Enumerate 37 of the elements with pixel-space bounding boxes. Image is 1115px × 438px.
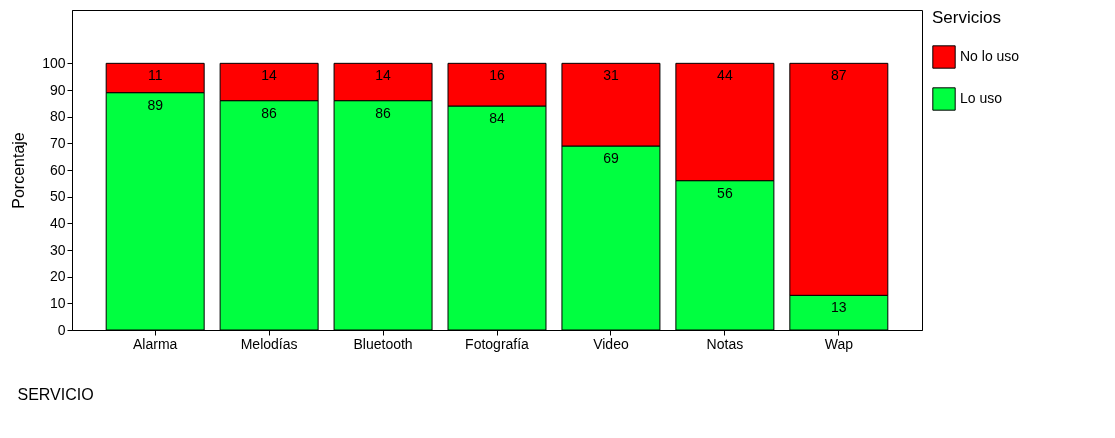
y-tick-label: 90 xyxy=(49,81,66,98)
x-tick-label: Melodías xyxy=(240,335,298,352)
data-label: 14 xyxy=(261,67,278,84)
legend-title: Servicios xyxy=(932,8,1001,27)
data-label: 87 xyxy=(831,67,847,84)
data-label: 86 xyxy=(261,104,278,121)
x-tick-label: Fotografía xyxy=(465,335,530,352)
y-tick-label: 60 xyxy=(49,161,66,178)
y-tick-label: 0 xyxy=(57,321,66,338)
y-tick-label: 10 xyxy=(49,294,66,311)
data-label: 16 xyxy=(489,67,505,84)
data-label: 31 xyxy=(603,67,619,84)
x-tick-label: Alarma xyxy=(133,335,178,352)
y-tick-label: 50 xyxy=(49,188,66,205)
data-label: 84 xyxy=(489,110,505,126)
x-tick-label: Video xyxy=(593,335,629,352)
y-axis-title: Porcentaje xyxy=(10,132,28,209)
y-tick-label: 20 xyxy=(49,268,66,285)
y-tick-label: 40 xyxy=(49,214,66,231)
x-tick-label: Bluetooth xyxy=(353,335,413,352)
data-label: 11 xyxy=(147,67,163,84)
data-label: 44 xyxy=(717,67,733,84)
data-label: 89 xyxy=(147,96,164,113)
y-tick-label: 30 xyxy=(49,241,66,258)
data-label: 69 xyxy=(603,150,619,166)
x-tick-label: Notas xyxy=(706,335,744,352)
legend-label: No lo uso xyxy=(960,48,1020,64)
x-tick-label: Wap xyxy=(824,335,854,352)
legend-label: Lo uso xyxy=(960,90,1003,106)
data-label: 14 xyxy=(375,67,392,84)
y-tick-label: 100 xyxy=(42,54,66,71)
x-axis-title: SERVICIO xyxy=(17,385,94,403)
data-label: 13 xyxy=(831,299,847,316)
data-label: 56 xyxy=(717,184,733,201)
y-tick-label: 80 xyxy=(49,108,66,125)
y-tick-label: 70 xyxy=(49,134,66,151)
data-label: 86 xyxy=(375,104,392,121)
